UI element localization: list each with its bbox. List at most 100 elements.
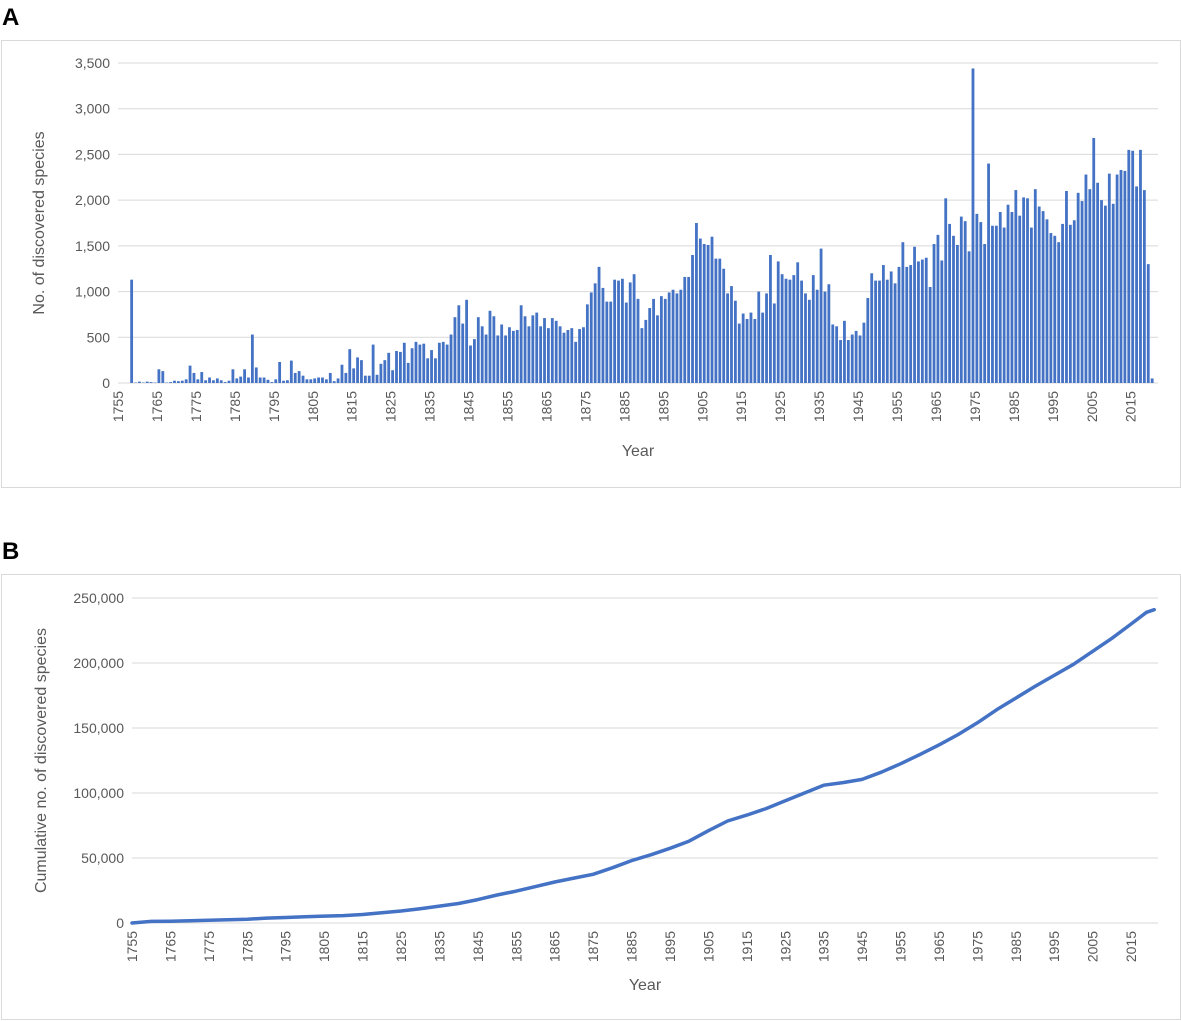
bar [476, 317, 480, 383]
bar [1068, 224, 1072, 383]
bar [905, 266, 909, 383]
y-tick-label: 0 [102, 375, 110, 391]
bar [948, 223, 952, 383]
bar [644, 319, 648, 383]
bar [846, 340, 850, 383]
bar [250, 334, 254, 383]
x-tick-label: 1905 [694, 391, 710, 422]
bar [173, 380, 176, 383]
y-tick-label: 50,000 [81, 850, 124, 866]
bar [1018, 215, 1022, 383]
bar [1084, 174, 1088, 383]
bar [270, 382, 274, 383]
bar [1037, 206, 1041, 383]
bar [636, 298, 640, 383]
bar [920, 259, 924, 383]
bar [1002, 227, 1006, 383]
x-tick-label: 1965 [928, 391, 944, 422]
panel-a-label: A [2, 4, 20, 31]
bar [367, 375, 371, 383]
bar [582, 327, 585, 383]
bar [656, 315, 659, 383]
bar [663, 298, 667, 383]
bar [1104, 205, 1107, 383]
bar [819, 248, 823, 383]
x-tick-label: 1765 [162, 931, 178, 962]
bar [706, 244, 710, 383]
bar [496, 335, 500, 383]
bar [1022, 197, 1026, 383]
bar [360, 360, 363, 383]
bar [780, 274, 784, 383]
bar [776, 261, 780, 383]
x-tick-label: 1925 [772, 391, 788, 422]
panel-b-label: B [2, 538, 20, 565]
bar [1115, 174, 1119, 383]
bar [547, 328, 550, 383]
x-tick-label: 1815 [355, 931, 371, 962]
bar [959, 216, 963, 383]
bar [788, 279, 792, 383]
bar [944, 198, 948, 383]
bar [539, 326, 543, 383]
bar [1139, 149, 1142, 383]
bar [804, 293, 807, 383]
x-tick-label: 1885 [624, 931, 640, 962]
bar [609, 301, 613, 383]
bar [601, 287, 605, 383]
bar [901, 242, 905, 383]
bar [145, 381, 149, 383]
bar [356, 357, 359, 383]
bar [527, 326, 531, 383]
x-tick-label: 2005 [1085, 931, 1101, 962]
y-tick-label: 1,500 [75, 238, 110, 254]
bar [667, 292, 671, 383]
bar [652, 298, 655, 383]
x-tick-label: 1945 [854, 931, 870, 962]
bar [231, 369, 235, 383]
x-tick-label: 1895 [662, 931, 678, 962]
x-tick-label: 1975 [967, 391, 983, 422]
x-tick-label: 1845 [470, 931, 486, 962]
bar [243, 369, 246, 383]
bar [1030, 227, 1033, 383]
bar [784, 278, 788, 383]
bar [550, 318, 554, 383]
bar [862, 322, 866, 383]
bar [691, 255, 694, 383]
bar [991, 225, 994, 383]
x-tick-label: 1985 [1008, 931, 1024, 962]
bar [741, 313, 745, 383]
bar [730, 286, 733, 383]
y-tick-label: 200,000 [73, 655, 124, 671]
bar [1142, 190, 1146, 383]
bar [437, 342, 441, 383]
bar [352, 368, 356, 383]
x-tick-label: 1965 [931, 931, 947, 962]
bar [1107, 173, 1111, 383]
x-tick-label: 2005 [1084, 391, 1100, 422]
bar [157, 369, 161, 383]
bar [1041, 211, 1045, 383]
bar [870, 273, 874, 383]
bar [543, 318, 546, 383]
bar [979, 222, 983, 383]
bar [640, 328, 644, 383]
bar [1053, 235, 1057, 383]
bar [406, 362, 410, 383]
bar [441, 341, 445, 383]
x-tick-label: 1995 [1045, 391, 1061, 422]
bar [422, 343, 426, 383]
bar [434, 358, 437, 383]
bar [827, 284, 831, 383]
bar [628, 282, 632, 383]
bar [297, 371, 301, 383]
bar [1123, 170, 1127, 383]
bar [1061, 223, 1064, 383]
bar [445, 344, 449, 383]
x-tick-label: 1875 [577, 391, 593, 422]
x-tick-label: 1795 [278, 931, 294, 962]
bar [909, 265, 913, 383]
x-tick-label: 1785 [239, 931, 255, 962]
bar [266, 379, 270, 383]
